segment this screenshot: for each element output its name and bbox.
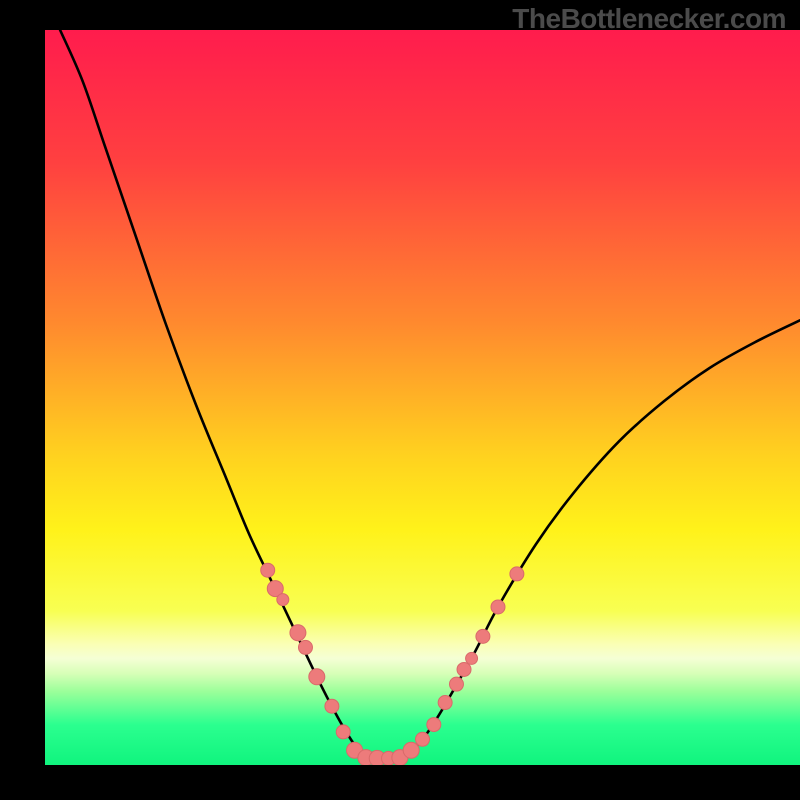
marker-point [290,625,306,641]
gradient-background [45,30,800,765]
marker-point [427,718,441,732]
marker-point [476,629,490,643]
marker-point [325,699,339,713]
marker-point [438,696,452,710]
marker-point [261,563,275,577]
marker-point [449,677,463,691]
marker-point [309,669,325,685]
marker-point [416,732,430,746]
marker-point [491,600,505,614]
marker-point [336,725,350,739]
marker-point [466,652,478,664]
bottleneck-curve-chart [45,30,800,765]
marker-point [457,662,471,676]
chart-stage: TheBottlenecker.com [0,0,800,800]
marker-point [510,567,524,581]
marker-point [403,742,419,758]
plot-svg [45,30,800,765]
marker-point [298,640,312,654]
marker-point [277,594,289,606]
